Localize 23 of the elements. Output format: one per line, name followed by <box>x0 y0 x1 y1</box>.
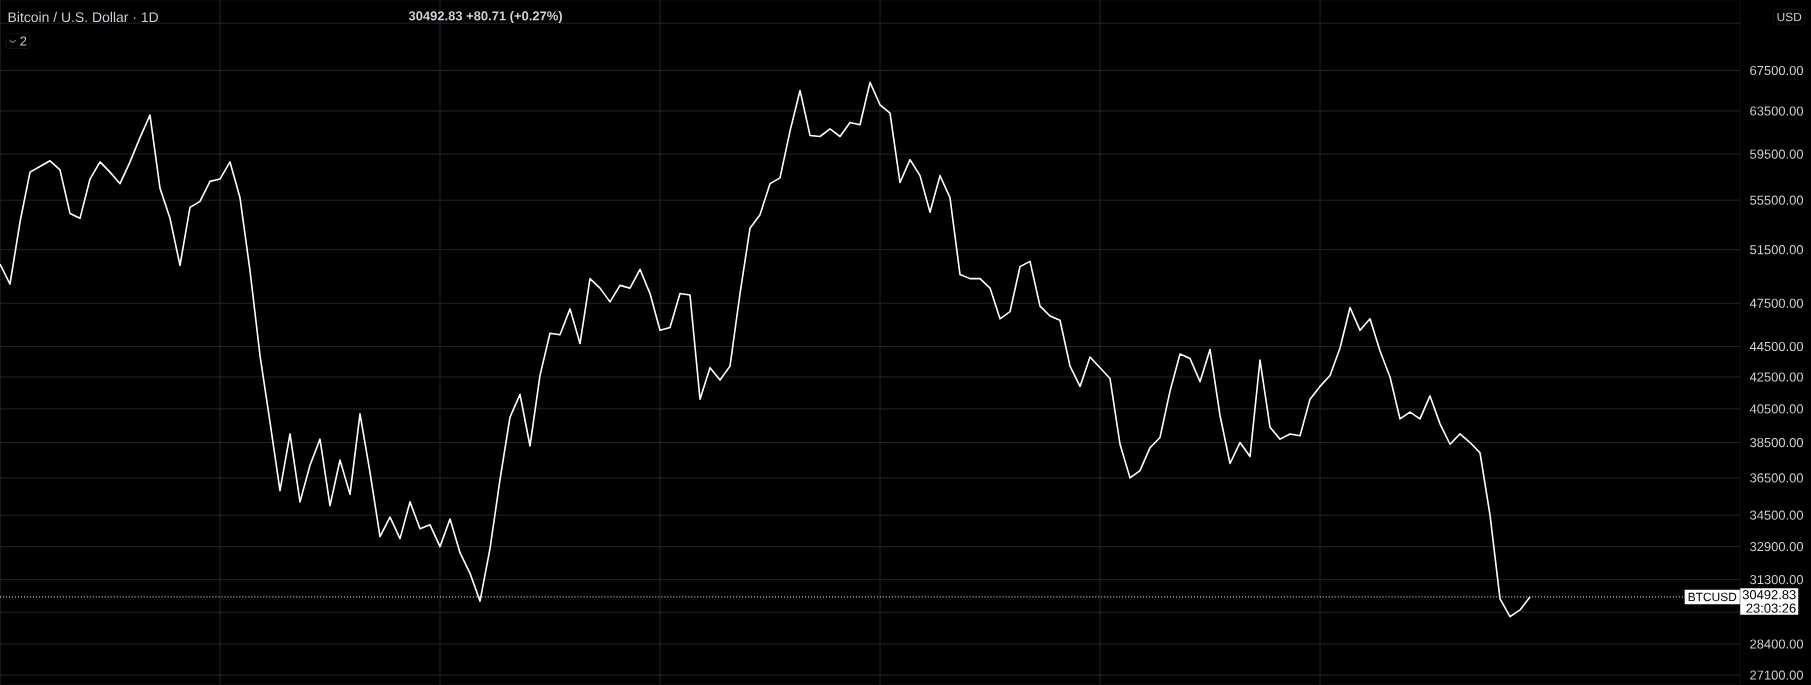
y-tick-label: 42500.00 <box>1749 372 1804 382</box>
text: Bitcoin / U.S. Dollar · 1D <box>8 11 158 23</box>
annotation: 30492.83 +80.71 (+0.27%) <box>408 10 562 24</box>
text: 23:03:26 <box>1746 603 1796 613</box>
y-tick-label: 38500.00 <box>1750 437 1804 448</box>
y-tick-label: 40500.00 <box>1749 404 1804 414</box>
y-tick-label: 31300.00 <box>1750 575 1804 585</box>
y-tick-label: 27100.00 <box>1750 670 1804 680</box>
y-tick-label: 51500.00 <box>1750 245 1804 255</box>
y-tick-label: 63500.00 <box>1750 106 1804 116</box>
ref-line-label: BTCUSD <box>1688 592 1737 602</box>
y-tick-label: 28400.00 <box>1750 639 1804 649</box>
text: 30492.83 <box>1742 590 1796 600</box>
y-tick-label: 55500.00 <box>1750 195 1804 205</box>
y-tick-label: 36500.00 <box>1750 473 1804 483</box>
y-tick-label: 59500.00 <box>1750 149 1804 159</box>
y-tick-label: 32900.00 <box>1750 542 1804 552</box>
annotation: 2 <box>20 36 27 46</box>
y-tick-label: 67500.00 <box>1750 65 1804 76</box>
y-tick-label: 44500.00 <box>1749 341 1804 352</box>
y-tick-label: 47500.00 <box>1749 298 1804 308</box>
y-tick-label: 34500.00 <box>1750 510 1804 520</box>
text: USD <box>1777 12 1802 22</box>
